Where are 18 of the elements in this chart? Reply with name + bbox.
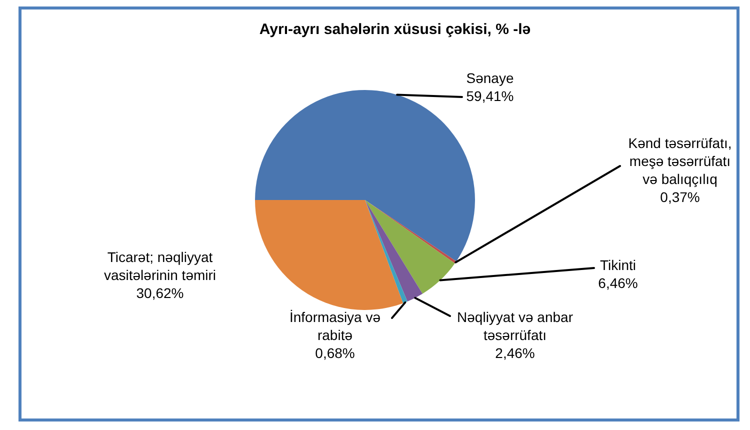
pie-slice <box>255 200 404 310</box>
slice-label: Sənaye <box>466 70 514 86</box>
pie-slice <box>365 200 423 302</box>
pie-slice <box>365 200 456 264</box>
chart-title: Ayrı-ayrı sahələrin xüsusi çəkisi, % -lə <box>259 21 531 38</box>
slice-label: Ticarət; nəqliyyat vasitələrinin təmiri <box>104 249 216 283</box>
slice-label: Kənd təsərrüfatı, meşə təsərrüfatı və balıqçılıq <box>628 135 732 187</box>
data-label: 0,37% <box>660 189 700 205</box>
slice-label: Tikinti <box>600 257 636 273</box>
data-label: 2,46% <box>495 345 535 361</box>
slice-label: Nəqliyyat və anbar təsərrüfatı <box>457 309 574 343</box>
pie-slice <box>365 200 455 294</box>
data-label: 0,68% <box>315 345 355 361</box>
slice-label: İnformasiya və rabitə <box>289 309 381 343</box>
data-label: 59,41% <box>466 88 514 104</box>
data-label: 30,62% <box>136 285 184 301</box>
data-label: 6,46% <box>598 275 638 291</box>
pie-slice <box>365 200 408 304</box>
